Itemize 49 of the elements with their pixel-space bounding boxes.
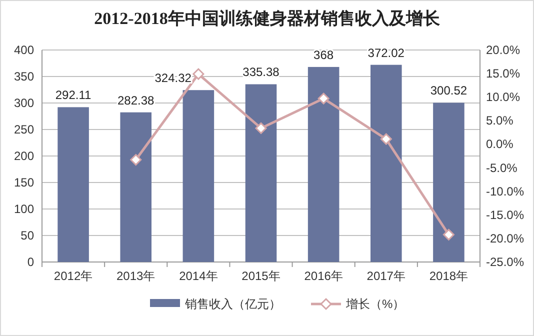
chart-title: 2012-2018年中国训练健身器材销售收入及增长: [94, 9, 441, 28]
x-tick-label: 2018年: [429, 269, 468, 283]
data-label: 372.02: [368, 46, 405, 60]
y2-tick-label: 0.0%: [486, 137, 514, 152]
point: [442, 228, 454, 240]
x-tick-label: 2013年: [116, 269, 156, 283]
bar: [245, 84, 277, 262]
legend-label: 销售收入（亿元）: [184, 297, 281, 311]
y2-tick-label: -10.0%: [486, 184, 524, 198]
x-tick-label: 2014年: [179, 269, 218, 283]
x-tick-label: 2016年: [304, 269, 343, 283]
point: [255, 122, 267, 134]
y2-tick-label: 10.0%: [486, 90, 520, 104]
y2-tick-label: 5.0%: [486, 114, 514, 128]
data-label: 368: [314, 48, 334, 62]
legend-label: 增长（%）: [345, 297, 405, 311]
bar: [433, 102, 464, 262]
data-label: 335.38: [242, 65, 280, 80]
x-tick-label: 2012年: [54, 269, 93, 283]
y-tick-label: 300: [14, 96, 34, 110]
y2-tick-label: -15.0%: [486, 208, 524, 222]
y-tick-label: 100: [14, 202, 34, 216]
data-label: 324.32: [154, 71, 192, 86]
point: [192, 68, 204, 80]
point: [318, 92, 330, 104]
y2-tick-label: -5.0%: [486, 160, 518, 175]
point: [380, 133, 392, 145]
y-tick-label: 200: [14, 149, 34, 163]
y-tick-label: 350: [14, 70, 34, 84]
y-tick-label: 400: [14, 43, 34, 57]
y2-tick-label: -25.0%: [486, 255, 524, 269]
y2-tick-label: 15.0%: [486, 66, 520, 81]
point: [130, 154, 142, 166]
y2-tick-label: 20.0%: [486, 43, 520, 57]
y-tick-label: 0: [27, 255, 34, 269]
bar: [120, 112, 152, 262]
y-tick-label: 150: [14, 176, 34, 190]
y-tick-label: 250: [14, 122, 34, 136]
y-tick-label: 50: [20, 228, 34, 242]
data-label: 300.52: [430, 84, 468, 98]
x-tick-label: 2017年: [366, 269, 406, 283]
x-tick-label: 2015年: [242, 269, 280, 283]
bar: [308, 66, 340, 262]
data-label: 292.11: [55, 88, 92, 102]
bar: [58, 107, 89, 262]
bar: [182, 90, 214, 262]
y2-tick-label: -20.0%: [486, 231, 524, 246]
data-label: 282.38: [118, 93, 155, 108]
bar: [370, 64, 402, 262]
